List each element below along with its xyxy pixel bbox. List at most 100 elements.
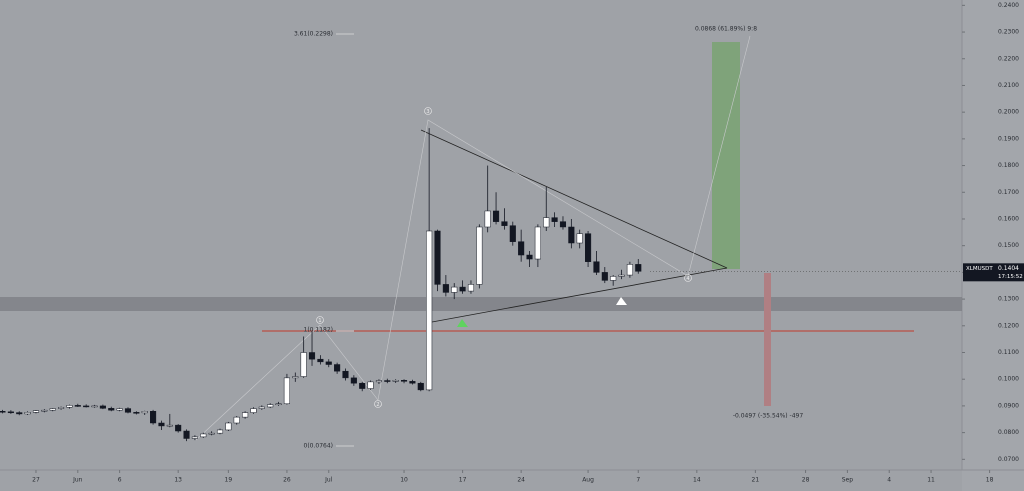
y-tick-label: 0.1500 (998, 242, 1019, 249)
candle-body (216, 429, 224, 434)
y-tick-label: 0.1600 (998, 215, 1019, 222)
candle-body (543, 217, 550, 228)
x-tick-label: 13 (174, 477, 182, 484)
y-tick-label: 0.2400 (998, 2, 1019, 9)
wave-path (195, 35, 751, 441)
wave-circle (374, 400, 382, 408)
candle-body (225, 422, 232, 431)
candle-body (200, 433, 207, 438)
wave-label: 4 (686, 276, 689, 282)
candle-body (451, 286, 458, 293)
triangle-lower (431, 267, 728, 323)
candle-body (191, 436, 198, 439)
candle-body (250, 408, 257, 413)
fib-label: 3.61(0.2298) (294, 31, 333, 38)
candle-body (150, 411, 157, 424)
x-tick-label: 26 (283, 477, 291, 484)
candle-body (426, 230, 433, 391)
candle-body (108, 408, 115, 411)
candle-body (626, 264, 633, 276)
support-zone (0, 297, 962, 311)
candle-body (74, 405, 81, 407)
x-tick-label: 7 (636, 477, 640, 484)
candle-body (334, 364, 341, 372)
candle-body (49, 408, 56, 411)
x-tick-label: 18 (986, 477, 994, 484)
candle-body (559, 221, 567, 228)
candle-body (518, 241, 525, 256)
x-tick-label: 6 (118, 477, 122, 484)
fib-label: 1(0.1182) (304, 327, 334, 334)
candle-body (267, 404, 274, 408)
wave-label: 1 (318, 318, 321, 324)
candle-body (317, 358, 324, 363)
candle-body (183, 430, 190, 439)
candles (0, 128, 642, 442)
y-tick-label: 0.2100 (998, 82, 1019, 89)
y-tick-label: 0.0800 (998, 429, 1019, 436)
candle-body (635, 264, 642, 272)
candle-body (208, 432, 215, 435)
candle-body (41, 409, 48, 412)
triangle-upper (420, 129, 728, 269)
candle-body (392, 380, 399, 382)
candle-body (166, 424, 173, 427)
symbol-label: XLMUSDT (966, 266, 993, 272)
y-tick-label: 0.1700 (998, 189, 1019, 196)
candle-body (610, 276, 617, 281)
target-zone (712, 42, 740, 269)
x-tick-label: 28 (802, 477, 810, 484)
buy-arrow (457, 319, 468, 327)
candle-body (384, 380, 391, 382)
candle-body (459, 286, 466, 292)
signal-arrow (616, 297, 627, 305)
candle-body (593, 261, 600, 273)
candle-body (585, 233, 592, 262)
candle-body (99, 405, 106, 409)
wave-label: 2 (376, 402, 379, 408)
x-tick-label: 27 (32, 477, 40, 484)
candle-body (258, 406, 265, 409)
candle-body (442, 284, 449, 293)
x-tick-label: Aug (582, 477, 594, 484)
candle-body (24, 412, 31, 415)
x-tick-label: 19 (225, 477, 233, 484)
candle-body (509, 225, 516, 242)
x-tick-label: 24 (517, 477, 525, 484)
wave-label: 3 (426, 109, 429, 115)
candle-body (175, 424, 182, 432)
candle-body (83, 405, 90, 408)
fib-label: 0(0.0764) (304, 443, 334, 450)
candle-body (476, 226, 483, 285)
stop-label: -0.0497 (-35.54%) -497 (733, 413, 803, 420)
x-tick-label: Jun (72, 477, 83, 484)
y-tick-label: 0.2300 (998, 29, 1019, 36)
y-tick-label: 0.1300 (998, 296, 1019, 303)
candle-body (116, 408, 123, 411)
candle-body (501, 221, 508, 226)
candle-body (300, 352, 307, 377)
candle-body (32, 410, 40, 413)
y-tick-label: 0.1000 (998, 376, 1019, 383)
candle-body (58, 406, 65, 409)
candle-body (133, 412, 140, 414)
candle-body (283, 377, 290, 405)
candle-body (568, 226, 575, 244)
candle-body (534, 226, 541, 260)
candle-body (375, 380, 382, 383)
candle-body (484, 210, 491, 228)
y-tick-label: 0.0900 (998, 402, 1019, 409)
candle-body (16, 412, 23, 415)
y-tick-label: 0.0700 (998, 456, 1019, 463)
candle-body (342, 370, 349, 379)
y-tick-label: 0.2000 (998, 109, 1019, 116)
drawings (0, 33, 962, 447)
candle-body (7, 411, 14, 414)
candle-body (618, 274, 625, 277)
candle-body (417, 382, 424, 391)
candle-body (467, 284, 475, 292)
x-tick-label: 4 (887, 477, 891, 484)
annotations: 3.61(0.2298) 1(0.1182) 0(0.0764) 0.0868 … (294, 26, 803, 450)
y-tick-label: 0.1200 (998, 322, 1019, 329)
